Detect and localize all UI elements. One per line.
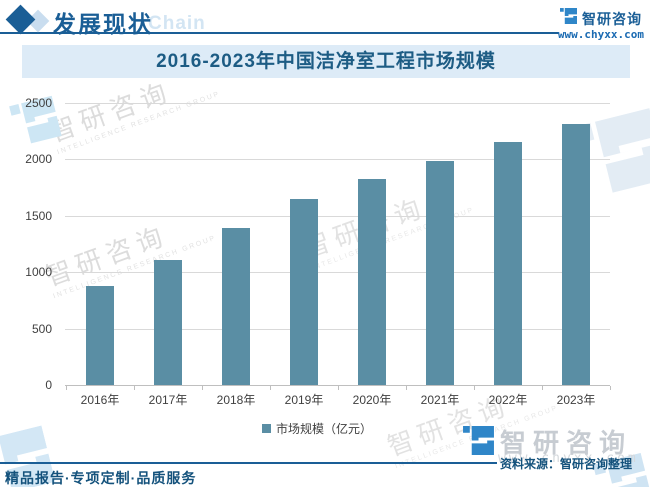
brand-logo-icon [463,426,494,460]
gridline [65,328,610,330]
gridline [65,103,610,104]
axis-tick [474,386,475,390]
chart-title: 2016-2023年中国洁净室工程市场规模 [156,51,496,72]
chart-legend: 市场规模（亿元） [262,420,372,437]
header-divider [0,32,559,34]
bar-2018年 [222,228,250,385]
data-source-note: 资料来源：智研咨询整理 [500,457,633,471]
brand-logo: 智研咨询 [560,8,642,29]
brand-url-link[interactable]: www.chyxx.com [557,28,644,41]
gridline [65,272,610,274]
axis-tick [66,386,67,390]
bar-2022年 [494,142,522,385]
axis-tick [270,386,271,390]
y-axis-tick-label: 1000 [25,265,52,280]
axis-tick [406,386,407,390]
x-axis-tick-label: 2018年 [216,393,256,407]
axis-tick [338,386,339,390]
axis-tick [610,386,611,390]
legend-marker-swatch [262,424,271,433]
plot-area [65,103,611,390]
bar-2023年 [562,124,590,385]
gridline [65,215,610,217]
bar-2017年 [154,259,182,385]
x-axis-tick-label: 2017年 [148,393,188,407]
axis-tick [134,386,135,390]
y-axis-tick-label: 0 [45,378,52,392]
x-axis-labels: 2016年 2017年 2018年 2019年 2020年 2021年 2022年 2023年 [65,391,610,407]
x-axis-tick-label: 2023年 [556,393,596,407]
brand-name: 智研咨询 [582,10,642,27]
x-axis-tick-label: 2016年 [80,393,120,407]
y-axis-tick-label: 2000 [25,152,52,167]
bar-2019年 [290,198,318,385]
header-subtitle: Chain [148,13,206,34]
page-title: 发展现状 [53,11,153,37]
x-axis-tick-label: 2022年 [488,393,528,407]
x-axis-tick-label: 2020年 [352,393,392,407]
axis-tick [202,386,203,390]
bar-2021年 [426,160,454,385]
bar-2016年 [86,285,114,385]
brand-name-watermark: 智研咨询 [500,428,633,458]
chart-title-banner: 2016-2023年中国洁净室工程市场规模 [22,45,630,78]
x-axis-line [65,385,610,386]
footer-slogan: 精品报告·专项定制·品质服务 [5,470,197,486]
brand-logo-icon [560,8,577,29]
y-axis-tick-label: 2500 [25,96,52,110]
y-axis-tick-label: 500 [31,321,52,336]
x-axis-tick-label: 2019年 [284,393,324,407]
bar-2020年 [358,178,386,385]
diamond-icon [5,4,36,35]
y-axis-labels: 0 500 1000 1500 2000 2500 [18,96,58,393]
axis-tick [542,386,543,390]
gridline [65,159,610,161]
footer-divider [0,462,497,464]
legend-label: 市场规模（亿元） [276,422,373,436]
x-axis-tick-label: 2021年 [420,393,460,407]
y-axis-tick-label: 1500 [25,208,52,223]
